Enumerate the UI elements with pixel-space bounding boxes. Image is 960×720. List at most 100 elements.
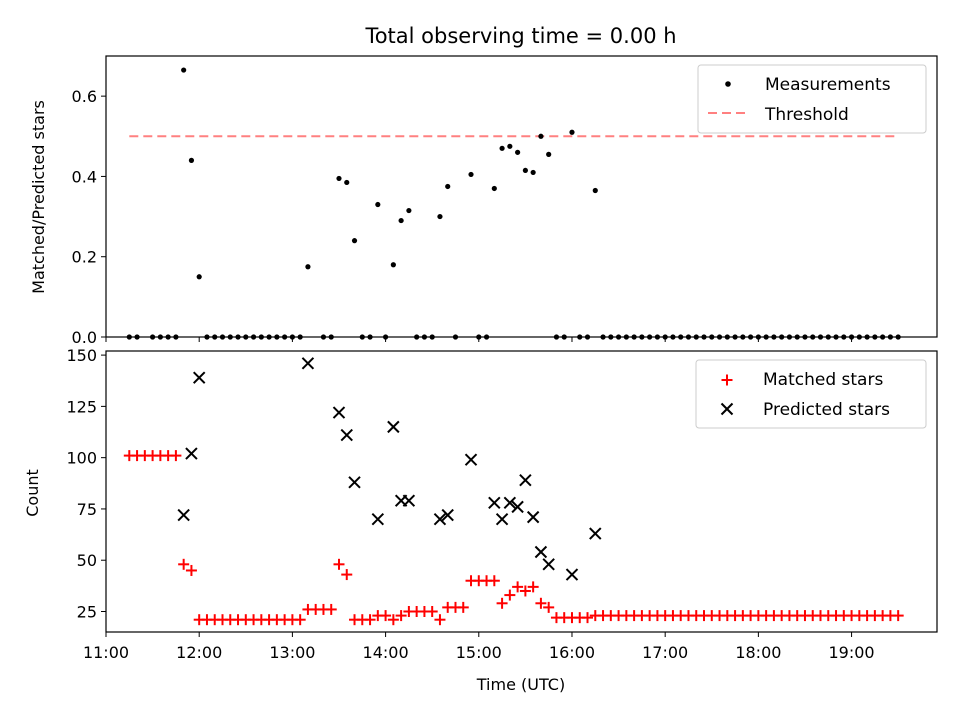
predicted-star-point	[177, 508, 190, 522]
legend-measurements-label: Measurements	[765, 75, 891, 95]
x-axis-label: Time (UTC)	[476, 675, 565, 694]
measurement-point	[569, 129, 575, 135]
measurement-point	[336, 175, 342, 182]
matched-star-point	[496, 597, 508, 609]
measurement-point	[468, 171, 474, 178]
matched-star-point	[434, 614, 446, 626]
predicted-star-points	[177, 357, 602, 581]
matched-star-point	[457, 601, 469, 613]
measurement-point	[375, 201, 381, 208]
legend-predicted-symbol	[720, 402, 734, 416]
matched-star-point	[325, 603, 337, 615]
top-y-tick-label: 0.0	[72, 328, 97, 347]
x-tick-label: 16:00	[549, 643, 595, 662]
bottom-y-tick-label: 50	[77, 551, 97, 570]
predicted-star-point	[441, 508, 454, 522]
bottom-y-tick-label: 75	[77, 500, 97, 519]
bottom-y-tick-label: 25	[77, 602, 97, 621]
x-tick-label: 17:00	[642, 643, 688, 662]
measurement-point	[538, 133, 544, 139]
predicted-star-point	[511, 500, 524, 514]
measurement-point	[546, 151, 552, 157]
x-tick-label: 13:00	[269, 643, 315, 662]
predicted-star-point	[526, 510, 540, 524]
predicted-star-point	[340, 428, 353, 442]
measurement-point	[344, 179, 350, 186]
matched-star-point	[582, 612, 594, 624]
top-panel: 0.0 0.2 0.4 0.6 Matched/Predicted stars Mea…	[29, 55, 938, 347]
matched-star-point	[527, 581, 539, 593]
bottom-y-tick-label: 125	[66, 397, 97, 416]
measurement-point	[437, 213, 443, 220]
measurement-point	[398, 217, 404, 224]
matched-star-points	[123, 450, 904, 626]
legend-threshold-label: Threshold	[764, 105, 849, 125]
matched-star-point	[333, 558, 345, 570]
matched-star-point	[294, 614, 306, 626]
chart-title: Total observing time = 0.00 h	[364, 24, 676, 48]
x-tick-label: 18:00	[735, 643, 781, 662]
predicted-star-point	[301, 357, 315, 370]
bottom-panel: 25 50 75 100 125 150 11:00 12:00 13:00 14:00 15:00…	[23, 346, 938, 694]
top-y-tick-label: 0.6	[72, 87, 97, 106]
bottom-legend: Matched stars Predicted stars	[695, 359, 927, 429]
bottom-plot-frame	[105, 350, 938, 633]
predicted-star-point	[192, 371, 206, 384]
measurement-point	[507, 143, 513, 149]
bottom-y-tick-label: 100	[66, 449, 97, 468]
predicted-star-point	[348, 476, 361, 489]
measurement-point	[390, 262, 396, 268]
legend-matched-symbol	[721, 374, 733, 386]
legend-predicted-label: Predicted stars	[763, 400, 890, 420]
legend-predicted-marker	[720, 402, 734, 416]
measurement-point	[196, 274, 202, 280]
predicted-star-point	[519, 474, 532, 487]
predicted-star-point	[332, 406, 346, 419]
predicted-star-point	[371, 512, 385, 526]
legend-matched-label: Matched stars	[763, 370, 883, 390]
matched-star-point	[892, 610, 904, 622]
matched-star-point	[512, 581, 524, 593]
matched-star-point	[185, 564, 197, 576]
predicted-star-point	[503, 496, 517, 509]
matched-star-point	[364, 614, 376, 626]
measurement-point	[522, 167, 528, 174]
legend-measurement-marker	[725, 81, 731, 87]
matched-star-point	[519, 585, 531, 597]
x-tick-label: 15:00	[456, 643, 502, 662]
x-tick-label: 11:00	[83, 643, 129, 662]
predicted-star-point	[589, 527, 602, 540]
measurement-point	[445, 183, 451, 190]
predicted-star-point	[542, 558, 555, 571]
matched-star-point	[535, 597, 547, 609]
measurement-point	[351, 238, 358, 244]
x-tick-label: 19:00	[829, 643, 875, 662]
matched-star-point	[341, 569, 353, 581]
bottom-y-tick-label: 150	[66, 346, 97, 365]
matched-star-point	[543, 601, 555, 613]
matched-star-point	[170, 450, 182, 462]
predicted-star-point	[488, 496, 501, 509]
predicted-star-point	[565, 568, 579, 581]
legend-matched-marker	[721, 374, 733, 386]
measurement-point	[499, 145, 505, 151]
top-y-tick-label: 0.2	[72, 248, 97, 267]
measurement-point	[188, 157, 195, 163]
matched-star-point	[178, 558, 190, 570]
predicted-star-point	[534, 545, 548, 559]
matched-star-point	[488, 575, 500, 587]
measurement-point	[592, 187, 598, 194]
bottom-y-axis-label: Count	[23, 469, 42, 517]
measurement-point	[515, 149, 521, 155]
top-plot-frame	[105, 55, 938, 338]
measurement-point	[530, 169, 536, 176]
predicted-star-point	[387, 420, 400, 434]
measurement-point	[305, 264, 311, 270]
x-tick-label: 12:00	[176, 643, 222, 662]
matched-star-point	[380, 610, 392, 622]
predicted-star-point	[495, 512, 509, 526]
measurement-point	[406, 207, 412, 214]
predicted-star-point	[464, 453, 478, 466]
matched-star-point	[387, 614, 399, 626]
matched-star-point	[426, 605, 438, 617]
